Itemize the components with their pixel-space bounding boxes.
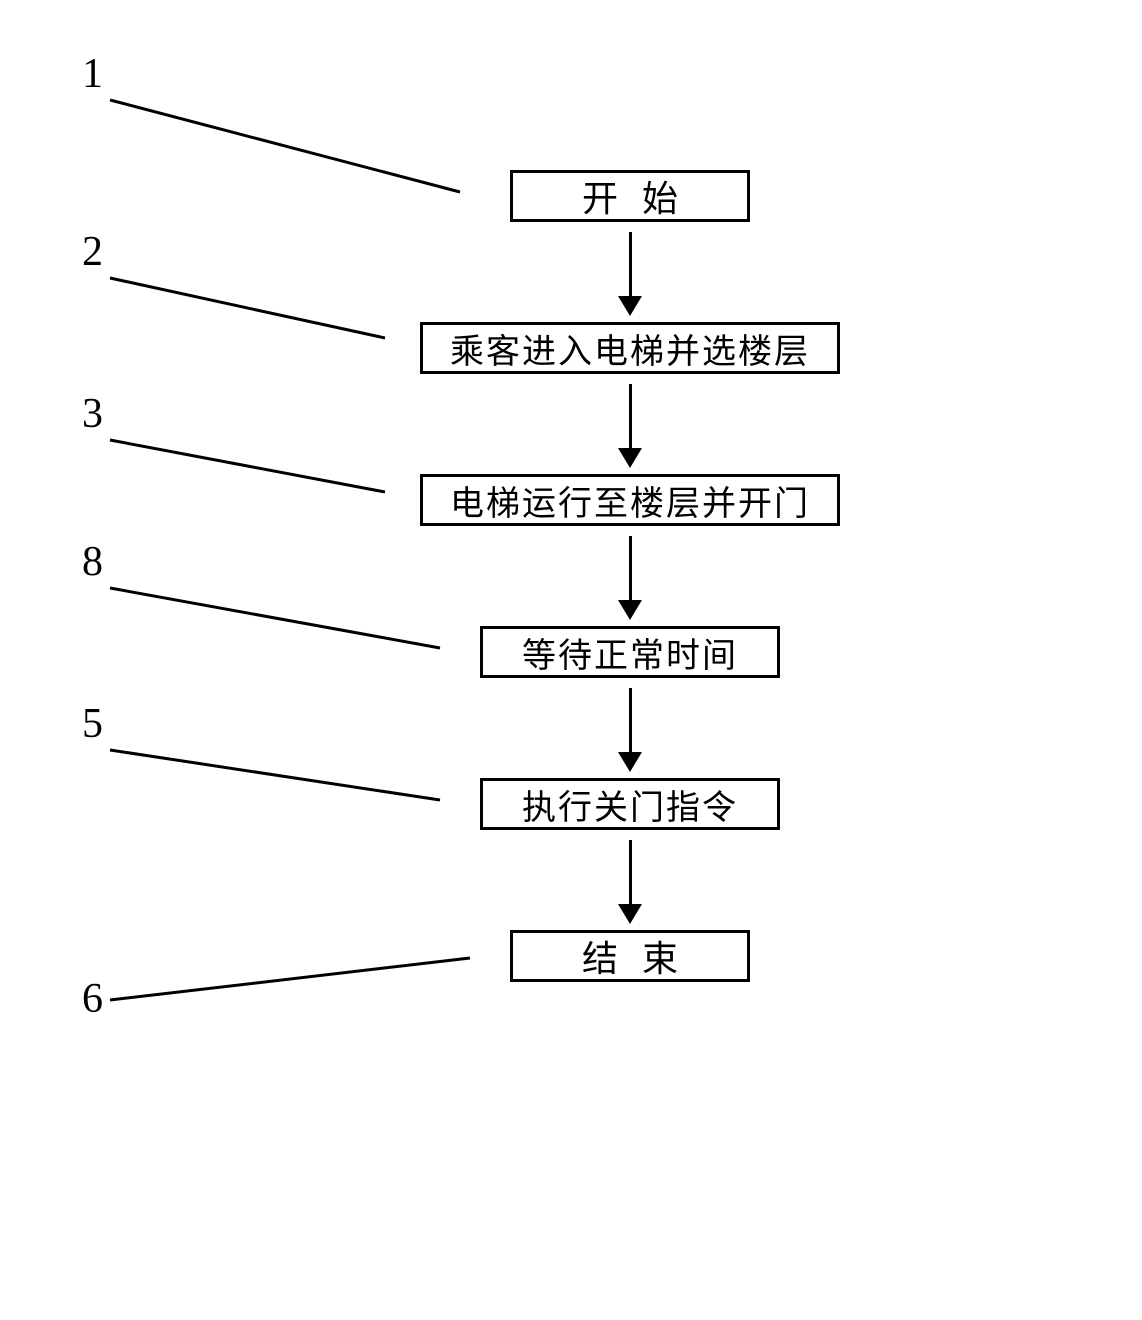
flowchart-node-run: 电梯运行至楼层并开门 <box>420 474 840 526</box>
callout-line <box>110 440 385 492</box>
callout-label-3: 3 <box>82 390 103 438</box>
flowchart-row: 电梯运行至楼层并开门 <box>380 474 880 526</box>
flowchart-row: 乘客进入电梯并选楼层 <box>380 322 880 374</box>
flowchart-container: 开始 乘客进入电梯并选楼层 电梯运行至楼层并开门 等待正常时间 执行关门指令 结… <box>380 170 880 982</box>
callout-label-2: 2 <box>82 228 103 276</box>
flowchart-row: 等待正常时间 <box>380 626 880 678</box>
flowchart-arrow <box>629 840 632 920</box>
flowchart-arrow <box>629 384 632 464</box>
callout-label-5: 5 <box>82 700 103 748</box>
flowchart-row: 开始 <box>380 170 880 222</box>
flowchart-node-start: 开始 <box>510 170 750 222</box>
callout-line <box>110 278 385 338</box>
arrow-container <box>380 678 880 778</box>
flowchart-row: 执行关门指令 <box>380 778 880 830</box>
callout-label-6: 6 <box>82 975 103 1023</box>
flowchart-node-enter: 乘客进入电梯并选楼层 <box>420 322 840 374</box>
arrow-container <box>380 222 880 322</box>
flowchart-row: 结束 <box>380 930 880 982</box>
callout-label-8: 8 <box>82 538 103 586</box>
flowchart-node-wait: 等待正常时间 <box>480 626 780 678</box>
flowchart-node-end: 结束 <box>510 930 750 982</box>
arrow-container <box>380 374 880 474</box>
callout-label-1: 1 <box>82 50 103 98</box>
flowchart-node-close: 执行关门指令 <box>480 778 780 830</box>
flowchart-arrow <box>629 536 632 616</box>
arrow-container <box>380 830 880 930</box>
flowchart-arrow <box>629 232 632 312</box>
arrow-container <box>380 526 880 626</box>
flowchart-arrow <box>629 688 632 768</box>
